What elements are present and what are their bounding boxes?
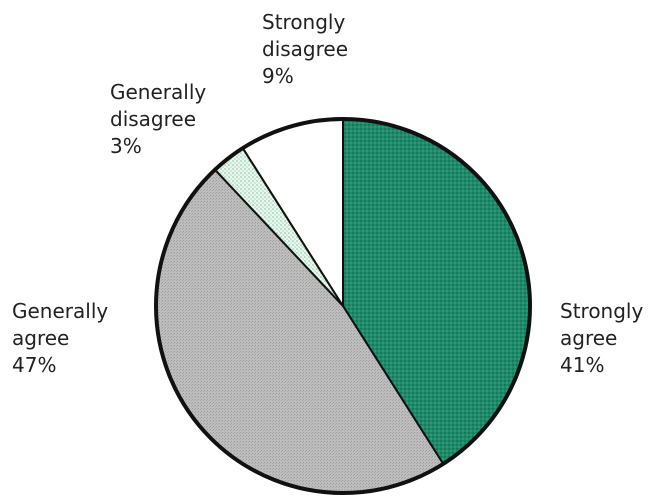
- slice-label-strongly-disagree: Strongly disagree 9%: [262, 10, 348, 88]
- slice-category-label: agree: [12, 326, 69, 350]
- slice-category-label: disagree: [110, 107, 196, 131]
- slice-category-label: agree: [560, 326, 617, 350]
- slice-value-label: 41%: [560, 353, 604, 377]
- slice-category-label: Generally: [12, 299, 108, 323]
- slice-label-strongly-agree: Strongly agree 41%: [560, 299, 643, 377]
- slice-category-label: disagree: [262, 37, 348, 61]
- slice-value-label: 3%: [110, 134, 142, 158]
- slice-category-label: Strongly: [262, 10, 345, 34]
- slice-labels: Strongly agree 41%Generally agree 47%General…: [12, 10, 643, 377]
- pie-slices: [155, 118, 531, 494]
- slice-label-generally-disagree: Generally disagree 3%: [110, 80, 206, 158]
- slice-label-generally-agree: Generally agree 47%: [12, 299, 108, 377]
- slice-value-label: 9%: [262, 64, 294, 88]
- slice-category-label: Strongly: [560, 299, 643, 323]
- slice-value-label: 47%: [12, 353, 56, 377]
- pie-outline: [154, 117, 532, 495]
- slice-category-label: Generally: [110, 80, 206, 104]
